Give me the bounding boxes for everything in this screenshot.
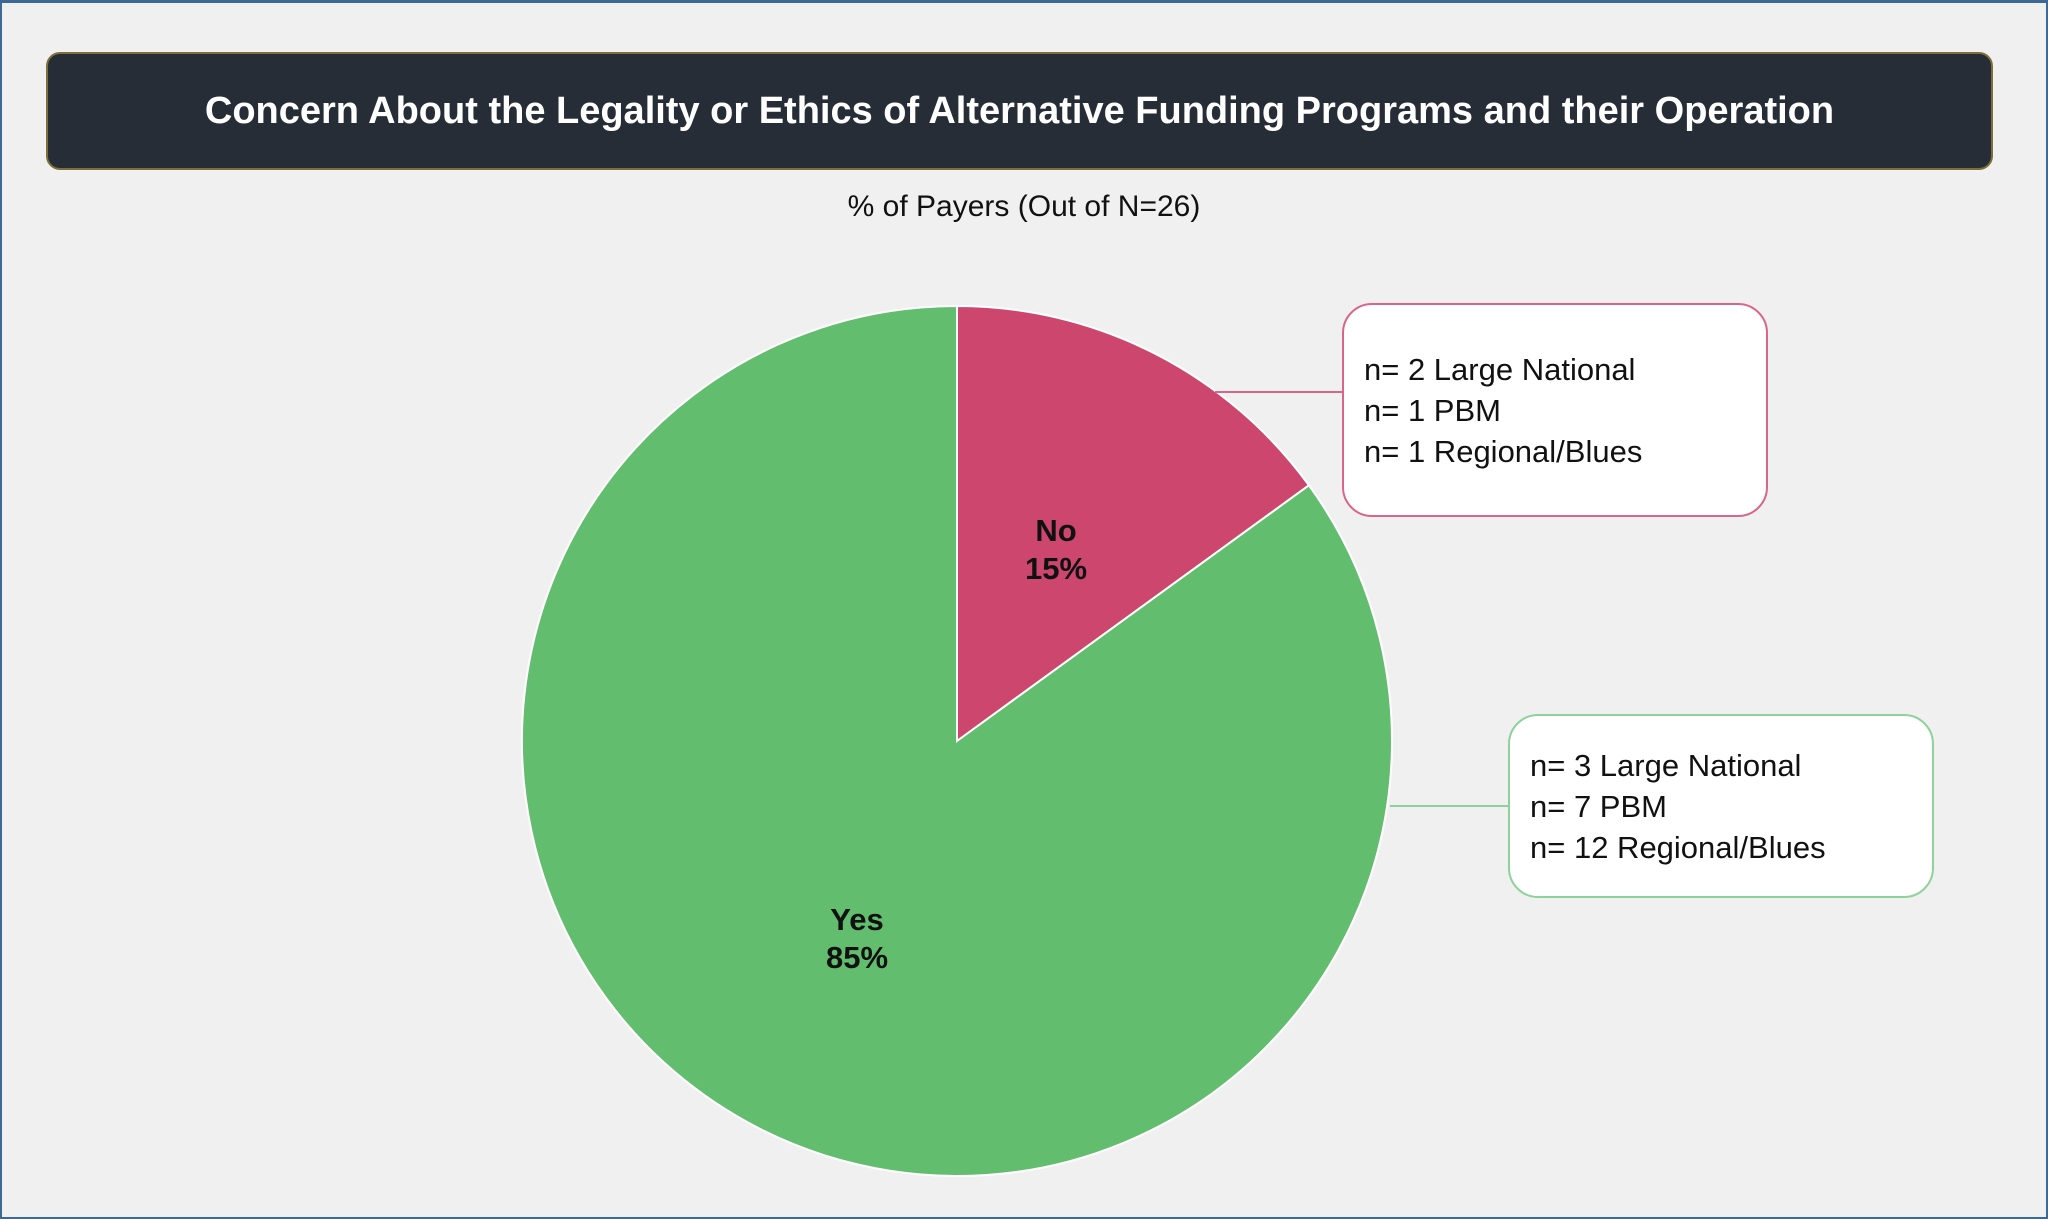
slice-label-yes: Yes bbox=[830, 902, 883, 937]
pie-slice-yes bbox=[521, 304, 1393, 1177]
callout-no: n= 2 Large National n= 1 PBM n= 1 Region… bbox=[1342, 303, 1768, 517]
callout-line: n= 1 Regional/Blues bbox=[1364, 433, 1643, 469]
slice-value-no: 15% bbox=[1025, 551, 1087, 586]
callout-line: n= 12 Regional/Blues bbox=[1530, 829, 1826, 865]
slice-value-yes: 85% bbox=[826, 940, 888, 975]
callout-line: n= 2 Large National bbox=[1364, 351, 1636, 387]
callout-line: n= 7 PBM bbox=[1530, 788, 1667, 824]
callout-yes: n= 3 Large National n= 7 PBM n= 12 Regio… bbox=[1508, 714, 1934, 898]
callout-line: n= 3 Large National bbox=[1530, 747, 1802, 783]
title-banner: Concern About the Legality or Ethics of … bbox=[46, 52, 1993, 170]
chart-subtitle: % of Payers (Out of N=26) bbox=[847, 190, 1201, 223]
chart-title: Concern About the Legality or Ethics of … bbox=[204, 89, 1835, 132]
callout-line: n= 1 PBM bbox=[1364, 392, 1501, 428]
slice-label-no: No bbox=[1035, 513, 1076, 548]
pie-slice-no bbox=[956, 304, 1311, 743]
